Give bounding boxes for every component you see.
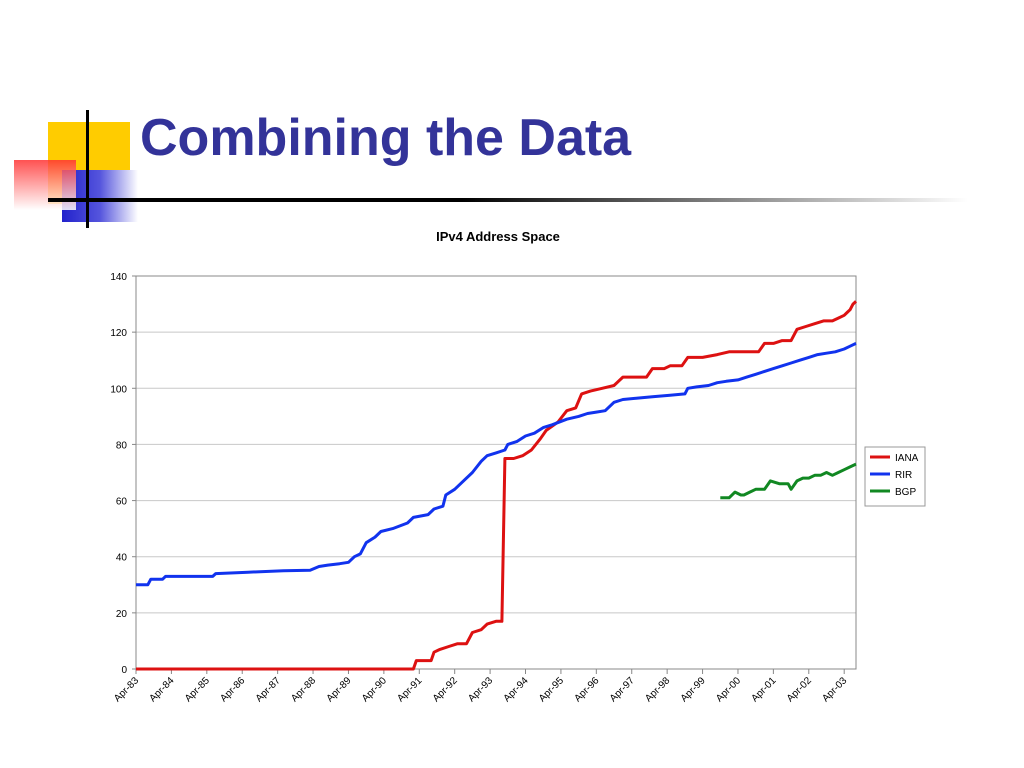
x-tick-label: Apr-94 <box>502 675 531 704</box>
x-tick-label: Apr-96 <box>572 675 601 704</box>
legend-label: RIR <box>895 470 912 481</box>
y-tick-label: 0 <box>121 665 127 676</box>
x-tick-label: Apr-92 <box>431 675 460 704</box>
y-tick-label: 80 <box>116 440 128 451</box>
y-tick-label: 20 <box>116 609 128 620</box>
x-tick-label: Apr-03 <box>820 675 849 704</box>
x-tick-label: Apr-95 <box>537 675 566 704</box>
x-tick-label: Apr-88 <box>289 675 318 704</box>
y-tick-label: 40 <box>116 553 128 564</box>
y-tick-label: 140 <box>110 272 127 283</box>
x-tick-label: Apr-83 <box>112 675 141 704</box>
y-tick-label: 100 <box>110 384 127 395</box>
slide-decoration <box>14 110 968 228</box>
x-tick-label: Apr-93 <box>466 675 495 704</box>
x-tick-label: Apr-98 <box>643 675 672 704</box>
x-tick-label: Apr-02 <box>785 675 814 704</box>
legend-label: BGP <box>895 487 916 498</box>
x-tick-label: Apr-97 <box>608 675 637 704</box>
series-line-rir <box>136 342 857 587</box>
y-tick-label: 60 <box>116 497 128 508</box>
y-tick-label: 120 <box>110 328 127 339</box>
x-tick-label: Apr-00 <box>714 675 743 704</box>
x-tick-label: Apr-85 <box>183 675 212 704</box>
x-tick-label: Apr-90 <box>360 675 389 704</box>
x-tick-label: Apr-86 <box>218 675 247 704</box>
x-tick-label: Apr-87 <box>254 675 283 704</box>
plot-area <box>135 275 857 670</box>
deco-vertical-bar <box>86 110 89 228</box>
x-tick-label: Apr-01 <box>749 675 778 704</box>
chart-title: IPv4 Address Space <box>436 229 560 244</box>
slide-title: Combining the Data <box>140 109 632 167</box>
series-line-bgp <box>720 462 857 500</box>
series-line-iana <box>136 300 858 671</box>
legend-label: IANA <box>895 453 919 464</box>
x-tick-label: Apr-91 <box>395 675 424 704</box>
x-tick-label: Apr-89 <box>325 675 354 704</box>
title-underline <box>48 198 968 202</box>
x-tick-label: Apr-84 <box>148 675 177 704</box>
x-tick-label: Apr-99 <box>679 675 708 704</box>
